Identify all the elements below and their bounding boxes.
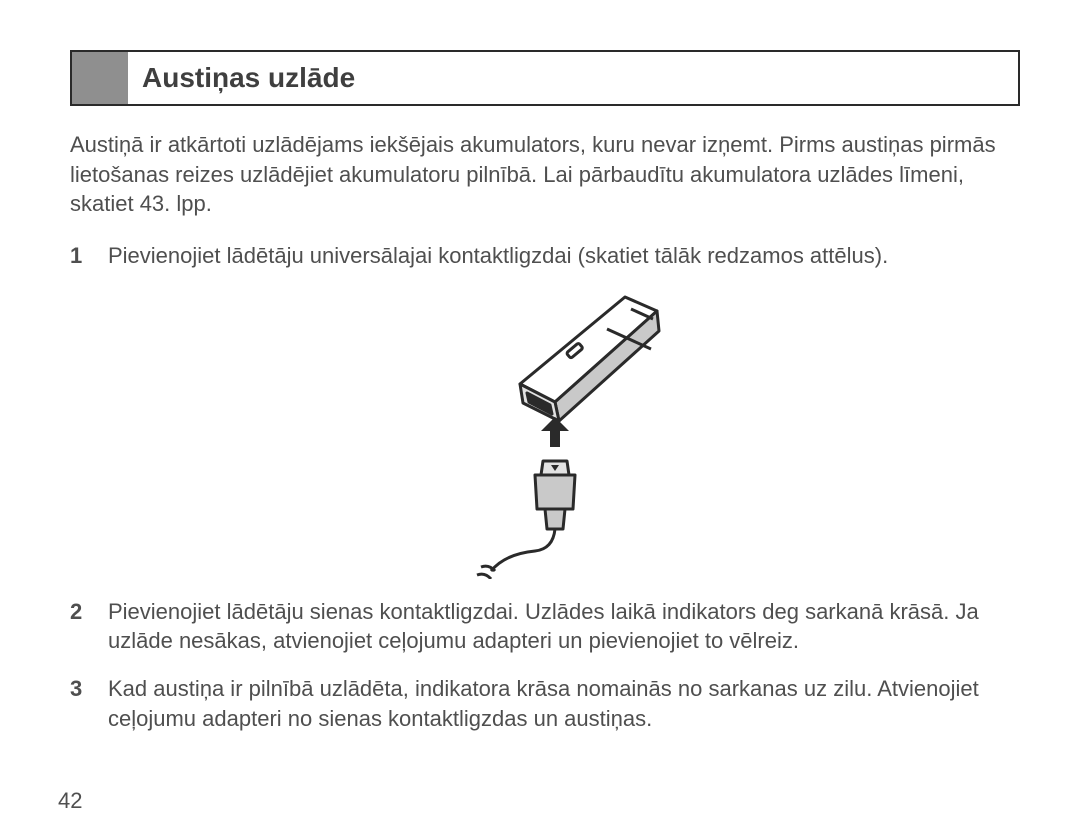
step-item: 3 Kad austiņa ir pilnībā uzlādēta, indik… (70, 674, 1020, 733)
page-number: 42 (58, 788, 82, 814)
step-item: 2 Pievienojiet lādētāju sienas kontaktli… (70, 597, 1020, 656)
steps-list: 1 Pievienojiet lādētāju universālajai ko… (70, 241, 1020, 733)
manual-page: Austiņas uzlāde Austiņā ir atkārtoti uzl… (0, 0, 1080, 840)
intro-paragraph: Austiņā ir atkārtoti uzlādējams iekšējai… (70, 130, 1020, 219)
step-item: 1 Pievienojiet lādētāju universālajai ko… (70, 241, 1020, 271)
step-number: 3 (70, 674, 108, 733)
step-number: 1 (70, 241, 108, 271)
section-heading: Austiņas uzlāde (70, 50, 1020, 106)
step-number: 2 (70, 597, 108, 656)
heading-tab (72, 52, 128, 104)
charger-illustration (70, 289, 1020, 579)
charger-plug-icon (395, 289, 695, 579)
section-title: Austiņas uzlāde (128, 52, 1018, 104)
step-text: Pievienojiet lādētāju sienas kontaktligz… (108, 597, 1020, 656)
step-text: Pievienojiet lādētāju universālajai kont… (108, 241, 1020, 271)
step-text: Kad austiņa ir pilnībā uzlādēta, indikat… (108, 674, 1020, 733)
